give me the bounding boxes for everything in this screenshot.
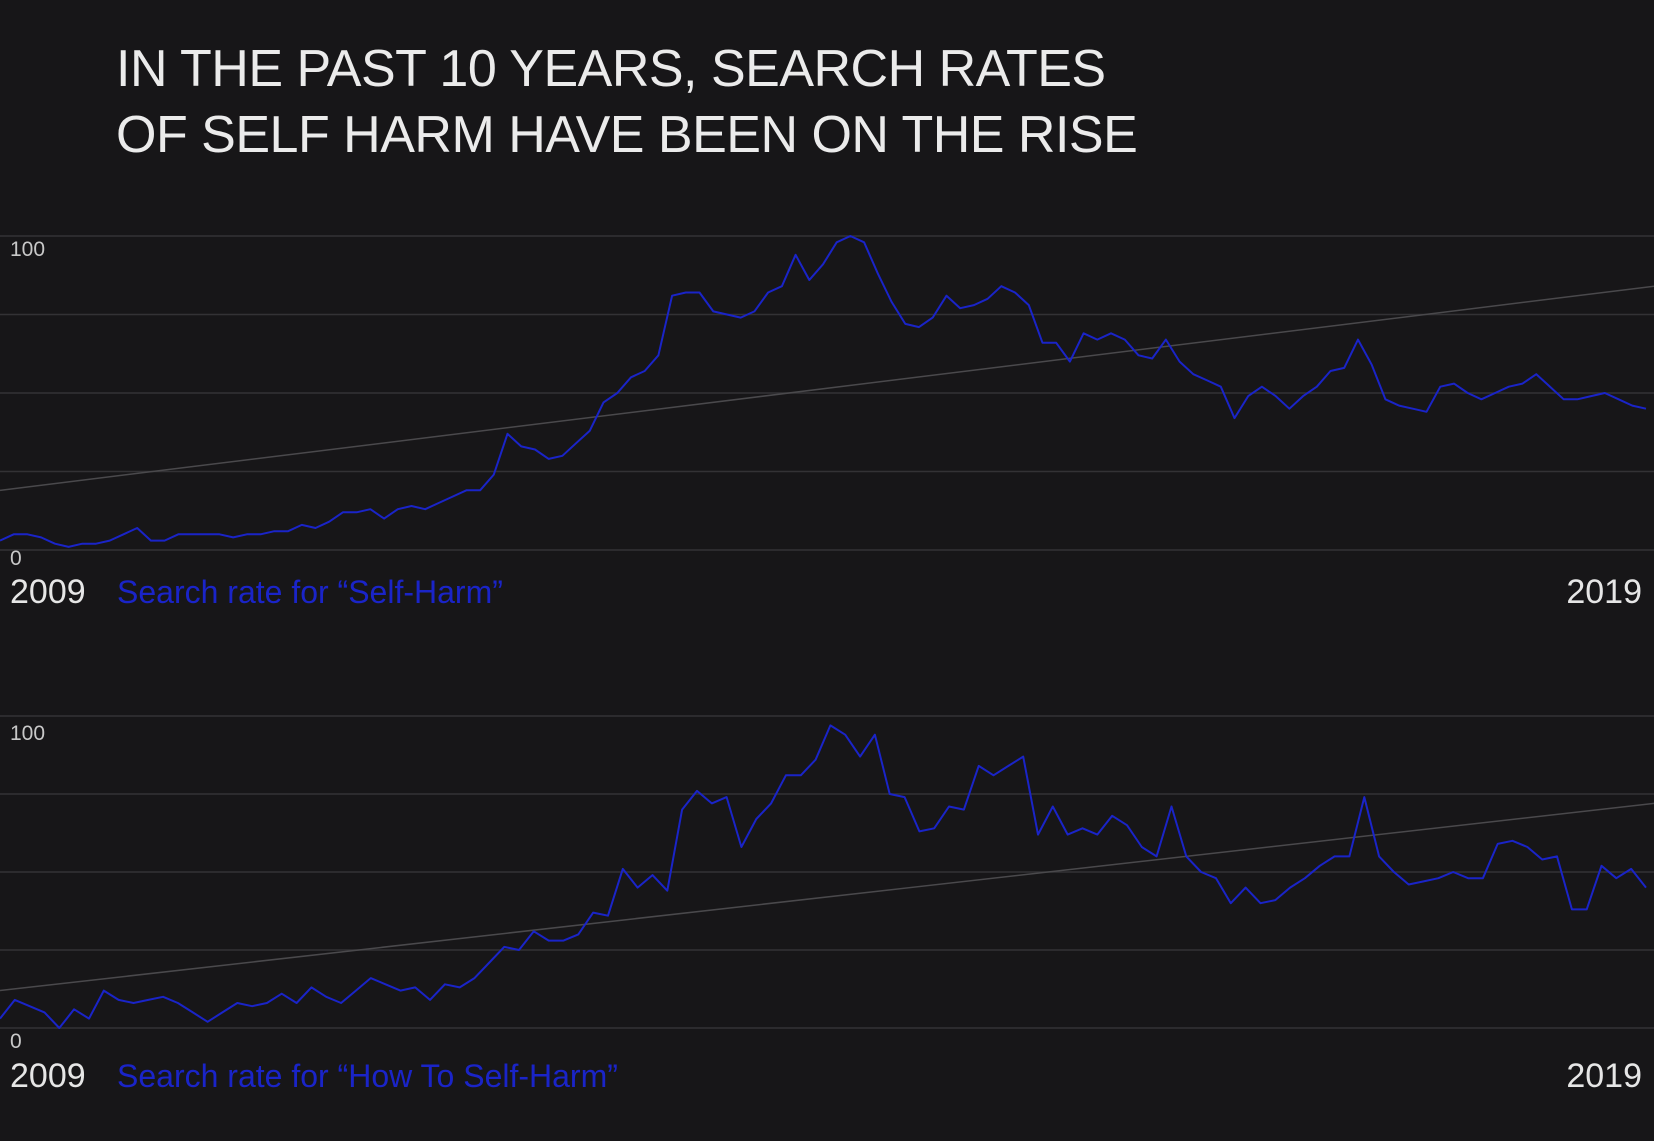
trend-line: [0, 285, 1654, 492]
chart-how-to-self-harm: 100 0 2009 Search rate for “How To Self-Har…: [0, 715, 1654, 1095]
y-tick-min: 0: [10, 547, 22, 570]
x-start-label: 2009: [10, 573, 86, 611]
series-line: [0, 235, 1647, 548]
series-label: Search rate for “Self-Harm”: [117, 574, 503, 610]
x-end-label: 2019: [1566, 1057, 1642, 1095]
y-tick-min: 0: [10, 1030, 22, 1053]
trend-line: [0, 802, 1654, 992]
series-points: [0, 725, 1647, 1029]
chart-self-harm: 100 0 2009 Search rate for “Self-Harm” 2019: [0, 235, 1654, 611]
series-line: [0, 724, 1647, 1029]
x-start-label: 2009: [10, 1057, 86, 1095]
series-label: Search rate for “How To Self-Harm”: [117, 1058, 618, 1094]
y-tick-max: 100: [10, 238, 45, 261]
series-points: [0, 235, 1647, 547]
y-tick-max: 100: [10, 722, 45, 745]
page-title: IN THE PAST 10 YEARS, SEARCH RATES OF SE…: [116, 40, 1138, 164]
x-end-label: 2019: [1566, 573, 1642, 611]
